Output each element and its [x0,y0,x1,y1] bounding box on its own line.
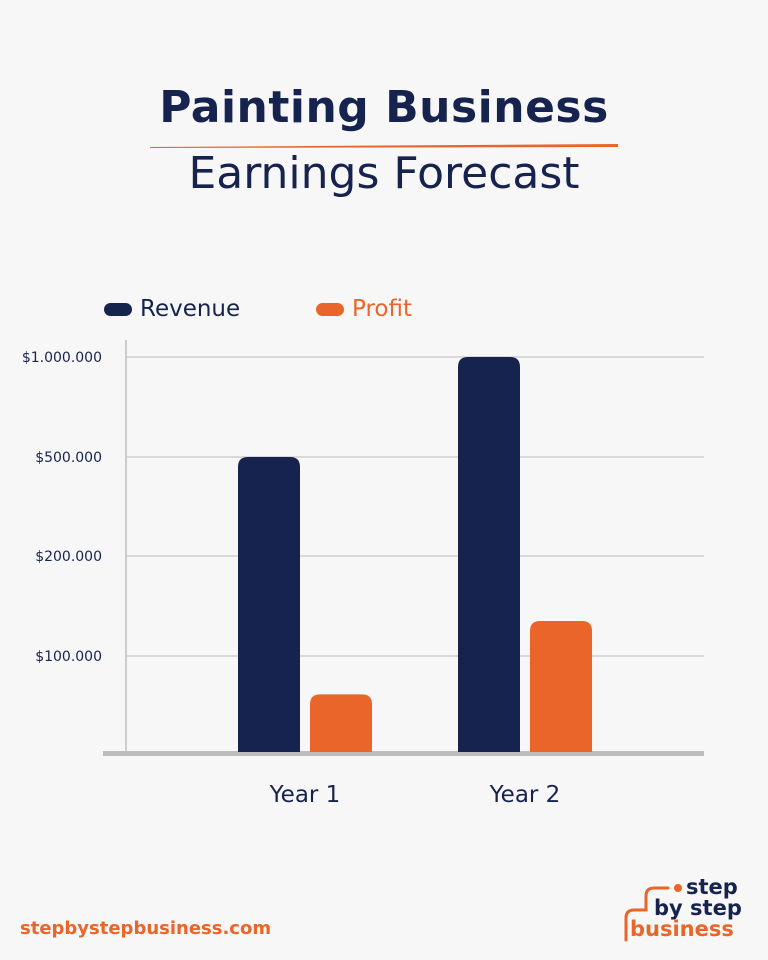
x-axis-line [103,751,704,756]
bar-profit-year-1 [310,694,372,752]
legend-swatch-profit [316,302,344,316]
bar-revenue-year-1 [238,457,300,752]
y-tick-label: $500.000 [35,450,102,466]
y-tick-label: $200.000 [35,549,102,565]
legend-item-revenue: Revenue [104,293,240,325]
legend-item-profit: Profit [316,293,412,325]
y-tick-label: $100.000 [35,649,102,665]
legend-swatch-revenue [104,302,132,316]
x-tick-label: Year 1 [269,782,341,808]
title-line-1: Painting Business [159,82,609,133]
bar-profit-year-2 [530,621,592,752]
logo-line-2: by step [654,896,742,920]
legend-label-revenue: Revenue [140,296,241,322]
logo-line-3: business [630,917,734,941]
legend-label-profit: Profit [352,296,412,322]
title-underline [150,144,618,148]
y-tick-label: $1.000.000 [22,350,102,366]
title-line-2: Earnings Forecast [188,148,580,199]
brand-logo: step by step business [620,874,750,944]
footer-url: stepbystepbusiness.com [20,918,272,939]
logo-stair-icon [624,884,682,942]
logo-line-1: step [686,875,738,899]
bar-revenue-year-2 [458,357,520,752]
x-tick-label: Year 2 [489,782,561,808]
